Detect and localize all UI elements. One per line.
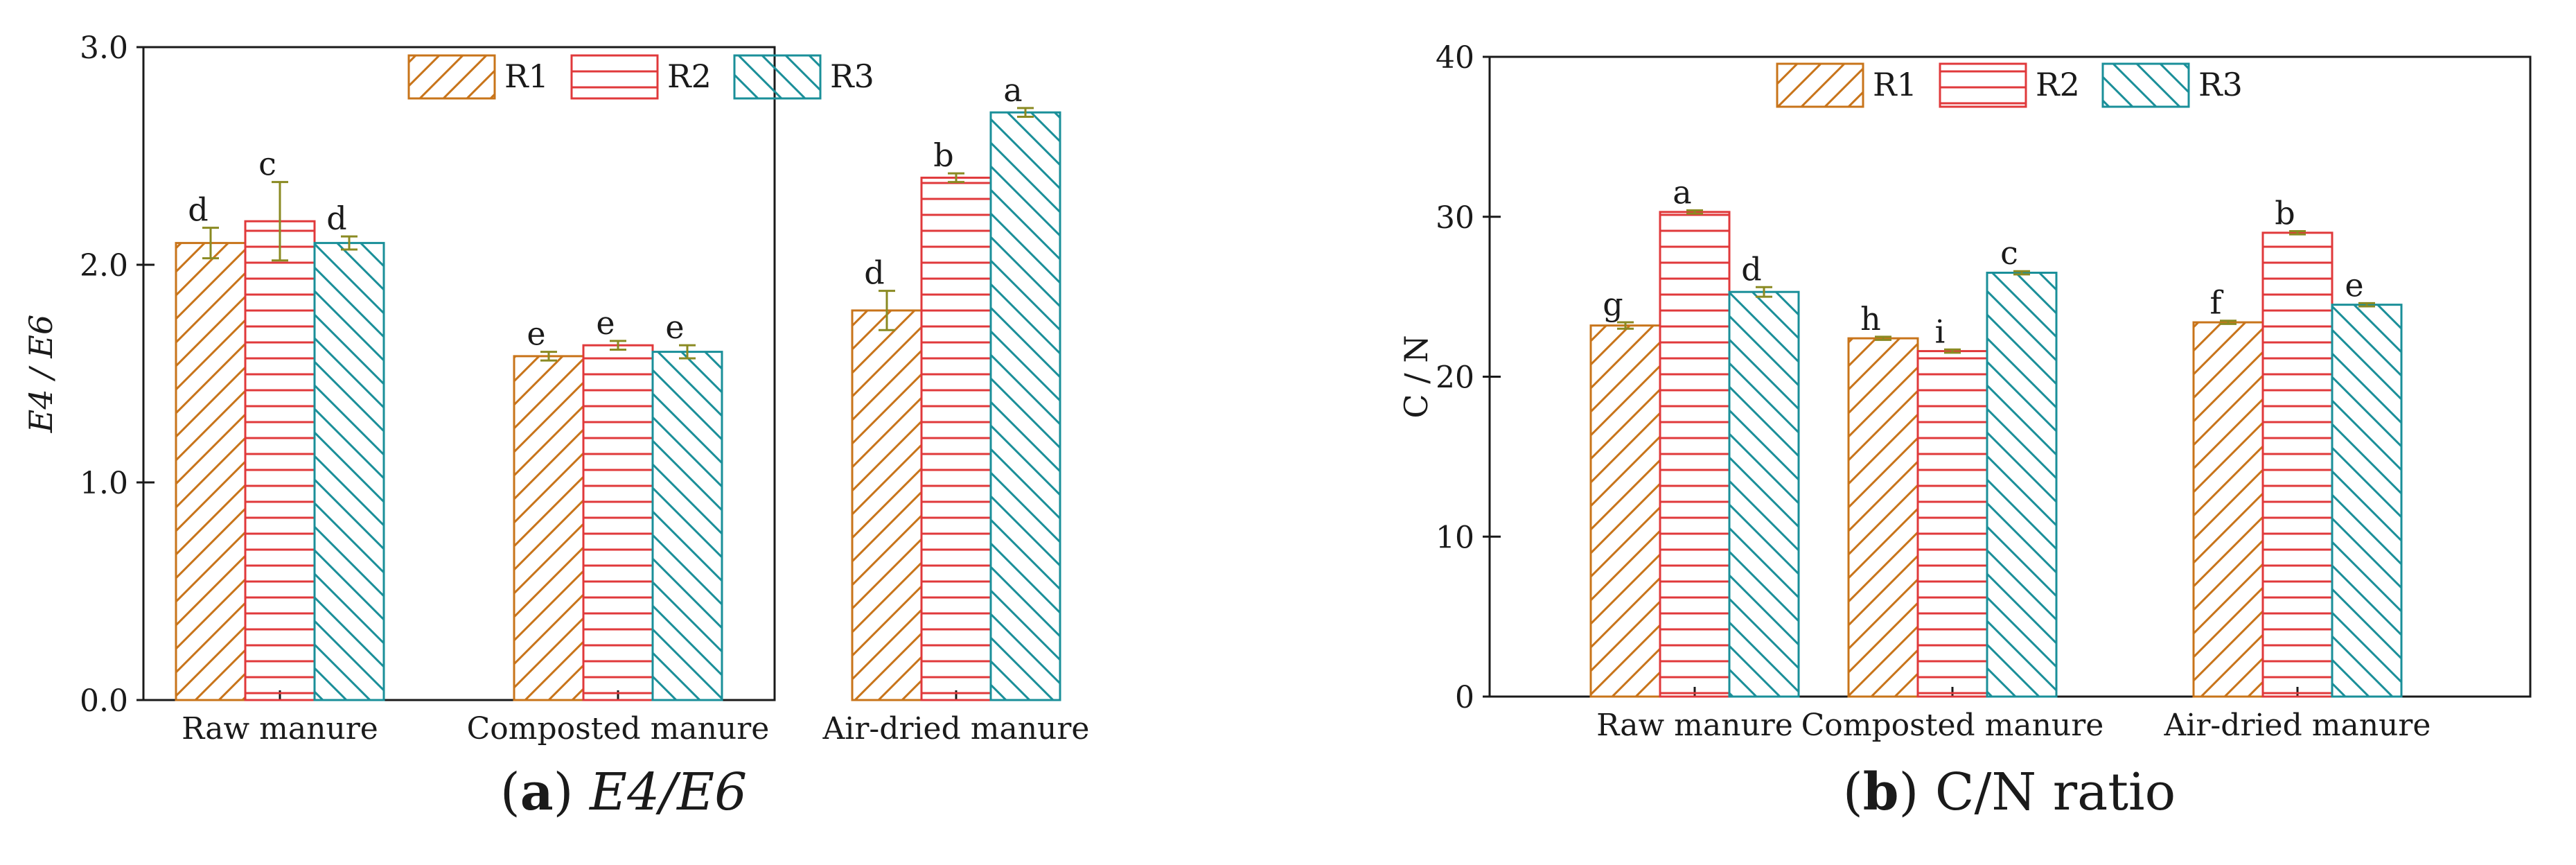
significance-letter: c bbox=[2000, 234, 2018, 272]
legend-label-R1: R1 bbox=[1873, 66, 1917, 103]
significance-letter: d bbox=[188, 191, 208, 229]
y-tick-label: 3.0 bbox=[80, 30, 128, 66]
significance-letter: c bbox=[258, 146, 276, 183]
significance-letter: d bbox=[864, 254, 884, 292]
legend-label-R2: R2 bbox=[2036, 66, 2080, 103]
legend-swatch-R3 bbox=[733, 54, 822, 100]
legend-label-R2: R2 bbox=[667, 58, 712, 95]
y-axis-label: C / N bbox=[1397, 335, 1435, 418]
y-tick-label: 0.0 bbox=[80, 683, 128, 719]
significance-letter: e bbox=[2345, 266, 2363, 304]
significance-letter: g bbox=[1603, 286, 1623, 323]
y-tick-label: 30 bbox=[1436, 200, 1474, 236]
bar-R3-1 bbox=[1986, 272, 2058, 698]
bar-R1-0 bbox=[175, 242, 247, 701]
bar-R3-0 bbox=[1728, 290, 1800, 698]
bar-R1-1 bbox=[513, 355, 585, 701]
significance-letter: e bbox=[527, 315, 545, 353]
y-tick-label: 10 bbox=[1436, 520, 1474, 555]
bar-R1-2 bbox=[2192, 321, 2264, 698]
significance-letter: b bbox=[2275, 195, 2295, 232]
caption-a: (a) E4/E6 bbox=[500, 762, 748, 822]
chart-panel-b: 0 10 20 30 40 C / N Raw manure g a d Composted man… bbox=[1397, 40, 2532, 743]
y-axis-label: E4 / E6 bbox=[22, 315, 60, 433]
x-tick-label: Raw manure bbox=[1596, 708, 1793, 743]
x-tick-label: Composted manure bbox=[1801, 708, 2104, 743]
bar-R1-0 bbox=[1589, 324, 1661, 698]
y-tick-label: 0 bbox=[1455, 680, 1474, 715]
legend-swatch-R2 bbox=[1939, 62, 2027, 108]
bar-R2-0 bbox=[244, 220, 316, 701]
bar-R3-0 bbox=[313, 242, 385, 701]
caption-a-letter: a bbox=[520, 762, 554, 822]
significance-letter: b bbox=[933, 137, 953, 174]
bar-R3-1 bbox=[651, 351, 723, 701]
plot-frame bbox=[142, 46, 776, 701]
bar-R1-1 bbox=[1847, 337, 1919, 698]
legend-swatch-R2 bbox=[570, 54, 659, 100]
figure: 0.0 1.0 2.0 3.0 E4 / E6 Raw manure d c d Composte… bbox=[22, 30, 2532, 746]
significance-letter: a bbox=[1673, 174, 1691, 211]
bar-R2-2 bbox=[920, 176, 992, 701]
caption-a-text: E4/E6 bbox=[590, 762, 748, 822]
bar-R2-0 bbox=[1659, 211, 1731, 698]
y-tick-label: 1.0 bbox=[80, 466, 128, 501]
y-tick-label: 2.0 bbox=[80, 248, 128, 283]
y-tick-label: 20 bbox=[1436, 360, 1474, 396]
significance-letter: d bbox=[1741, 250, 1761, 288]
significance-letter: f bbox=[2209, 284, 2223, 322]
x-tick-label: Air-dried manure bbox=[2164, 708, 2431, 743]
caption-b-letter: b bbox=[1862, 762, 1899, 822]
legend-label-R3: R3 bbox=[2198, 66, 2243, 103]
x-tick-label: Raw manure bbox=[182, 711, 378, 746]
significance-letter: h bbox=[1860, 300, 1881, 338]
y-tick-label: 40 bbox=[1436, 40, 1474, 76]
significance-letter: e bbox=[596, 304, 615, 342]
bar-R1-2 bbox=[851, 309, 923, 701]
x-tick-label: Composted manure bbox=[467, 711, 770, 746]
significance-letter: e bbox=[665, 308, 684, 346]
bar-R2-1 bbox=[1916, 350, 1988, 698]
legend-label-R1: R1 bbox=[504, 58, 549, 95]
significance-letter: i bbox=[1935, 313, 1946, 350]
chart-panel-a: 0.0 1.0 2.0 3.0 E4 / E6 Raw manure d c d Composte… bbox=[22, 30, 1089, 746]
bar-R3-2 bbox=[989, 111, 1061, 701]
bar-R2-2 bbox=[2261, 231, 2334, 698]
caption-b: (b) C/N ratio bbox=[1842, 762, 2176, 822]
significance-letter: d bbox=[326, 200, 346, 237]
bar-R3-2 bbox=[2331, 304, 2403, 698]
legend-swatch-R1 bbox=[1776, 62, 1864, 108]
legend-label-R3: R3 bbox=[830, 58, 874, 95]
bar-R2-1 bbox=[582, 344, 654, 701]
x-tick-label: Air-dried manure bbox=[822, 711, 1090, 746]
legend-swatch-R3 bbox=[2101, 62, 2190, 108]
caption-b-text: C/N ratio bbox=[1934, 762, 2176, 822]
legend-swatch-R1 bbox=[407, 54, 496, 100]
significance-letter: a bbox=[1003, 71, 1022, 109]
